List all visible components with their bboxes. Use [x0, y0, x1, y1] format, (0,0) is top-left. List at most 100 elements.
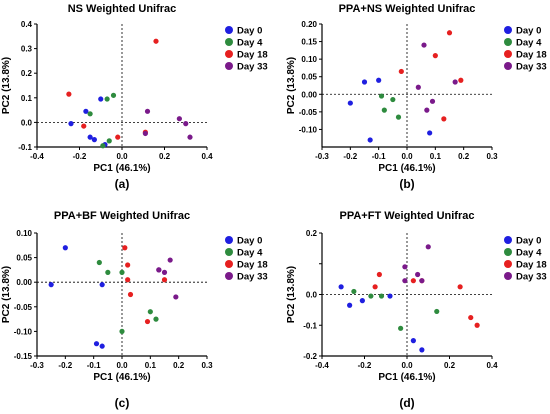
- y-tick-label: 0.0: [21, 118, 33, 127]
- x-tick-label: 0.3: [201, 361, 213, 370]
- data-point: [398, 325, 404, 331]
- legend-label: Day 4: [237, 248, 263, 259]
- data-point: [351, 288, 357, 295]
- data-point: [452, 79, 458, 85]
- data-point: [68, 121, 74, 127]
- data-point: [125, 262, 131, 268]
- x-tick-label: 0.2: [444, 361, 456, 370]
- series-day-33: [402, 244, 431, 284]
- data-point: [144, 108, 151, 114]
- legend-label: Day 33: [237, 62, 268, 73]
- data-point: [427, 130, 433, 136]
- y-tick-label: -0.1: [18, 143, 32, 152]
- data-point: [62, 245, 68, 251]
- data-point: [104, 96, 110, 102]
- data-point: [183, 121, 189, 127]
- y-tick-label: 0.05: [301, 73, 317, 82]
- y-tick-label: 0.3: [21, 45, 33, 54]
- data-point: [425, 244, 431, 250]
- panel-label: (d): [399, 396, 414, 410]
- data-point: [142, 130, 148, 137]
- y-tick-label: -0.10: [14, 327, 33, 336]
- y-tick-label: -0.05: [14, 303, 33, 312]
- data-point: [390, 96, 396, 103]
- data-point: [99, 282, 105, 288]
- data-point: [66, 91, 72, 97]
- series-day-33: [156, 257, 179, 300]
- data-point: [434, 308, 440, 315]
- data-point: [395, 114, 402, 120]
- data-point: [106, 138, 112, 144]
- data-point: [419, 278, 425, 284]
- x-tick-label: -0.3: [315, 152, 329, 161]
- legend-marker: [504, 260, 512, 268]
- legend-label: Day 0: [237, 236, 262, 247]
- x-tick-label: 0.2: [159, 152, 171, 161]
- legend-marker: [225, 272, 233, 280]
- series-day-0: [68, 96, 108, 148]
- x-tick-label: -0.4: [30, 152, 44, 161]
- legend-label: Day 18: [237, 50, 268, 61]
- x-tick-label: -0.3: [30, 361, 44, 370]
- data-point: [410, 338, 416, 344]
- legend-label: Day 4: [516, 248, 542, 259]
- y-axis-label: PC2 (13.8%): [1, 57, 12, 114]
- legend-marker: [225, 248, 233, 256]
- y-tick-label: 0.10: [301, 55, 317, 64]
- data-point: [376, 77, 382, 83]
- data-point: [87, 134, 93, 140]
- data-point: [173, 294, 179, 300]
- series-day-4: [87, 92, 117, 149]
- data-point: [468, 314, 474, 321]
- legend-label: Day 18: [516, 50, 547, 61]
- data-point: [457, 284, 463, 290]
- x-tick-label: 0.4: [486, 361, 498, 370]
- data-point: [415, 271, 421, 278]
- data-point: [432, 53, 438, 59]
- y-tick-label: 0.2: [306, 229, 318, 238]
- y-axis-label: PC2 (13.8%): [286, 57, 297, 114]
- panel-a: NS Weighted Unifrac -0.4 -0.2 0.0 0.2 0.4 -0.1…: [1, 3, 268, 191]
- data-point: [338, 284, 344, 290]
- data-point: [144, 318, 151, 325]
- chart-title: PPA+BF Weighted Unifrac: [54, 210, 190, 222]
- data-point: [458, 77, 464, 83]
- x-tick-label: -0.2: [73, 152, 87, 161]
- series-day-0: [338, 284, 425, 353]
- x-tick-label: 0.0: [401, 361, 413, 370]
- legend-label: Day 33: [516, 62, 547, 73]
- data-point: [419, 347, 425, 353]
- legend-marker: [225, 236, 233, 244]
- data-point: [161, 269, 168, 275]
- data-point: [398, 68, 404, 75]
- legend-marker: [225, 38, 233, 46]
- legend-label: Day 0: [516, 236, 541, 247]
- y-tick-label: 0.4: [21, 20, 33, 29]
- data-point: [125, 277, 131, 283]
- x-axis-label: PC1 (46.1%): [93, 163, 150, 174]
- chart-title: NS Weighted Unifrac: [68, 3, 177, 15]
- data-point: [372, 284, 378, 290]
- series-day-0: [48, 245, 105, 349]
- x-tick-label: -0.2: [58, 361, 72, 370]
- data-point: [87, 111, 93, 117]
- data-point: [347, 302, 353, 308]
- legend-marker: [225, 260, 233, 268]
- x-tick-label: -0.1: [87, 361, 101, 370]
- x-tick-label: 0.1: [145, 361, 157, 370]
- legend-marker: [225, 62, 233, 70]
- series-day-33: [142, 108, 193, 140]
- x-tick-label: 0.1: [430, 152, 442, 161]
- y-axis-label: PC2 (13.8%): [1, 266, 12, 323]
- data-point: [110, 92, 117, 98]
- data-point: [147, 309, 153, 315]
- data-point: [378, 293, 385, 299]
- y-tick-label: 0.00: [301, 90, 317, 99]
- data-point: [153, 38, 159, 44]
- data-point: [100, 143, 106, 149]
- legend-marker: [504, 236, 512, 244]
- data-point: [415, 84, 421, 90]
- chart-title: PPA+FT Weighted Unifrac: [340, 210, 475, 222]
